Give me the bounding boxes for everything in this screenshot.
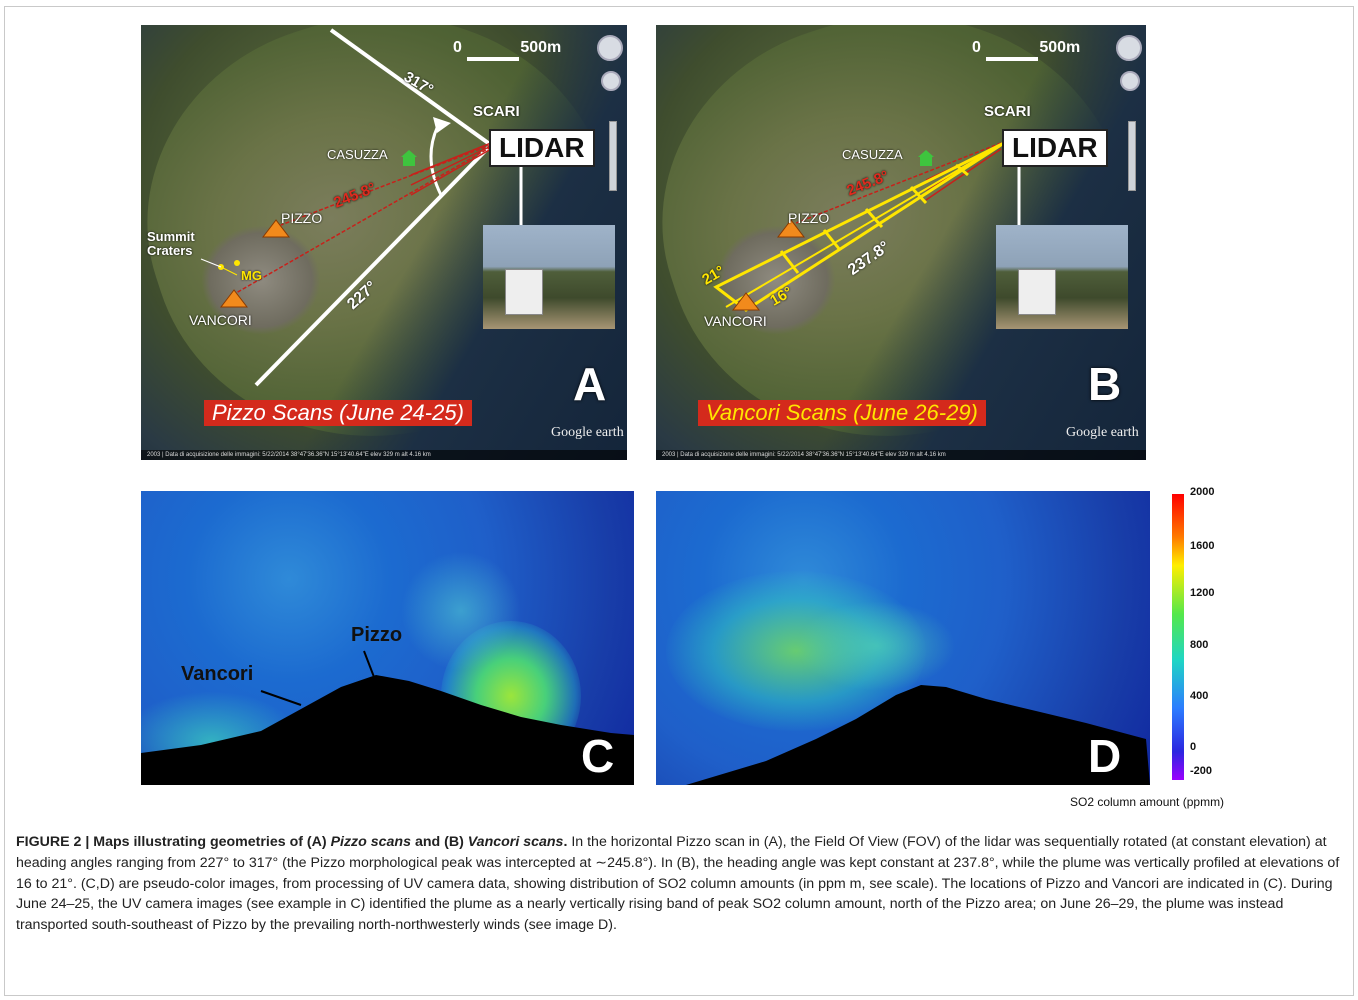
vancori-label: Vancori — [181, 663, 254, 685]
colorbar-tick-1200: 1200 — [1190, 587, 1215, 599]
google-earth-logo: Google earth — [551, 425, 624, 440]
caption-lead-italic-1: Pizzo scans — [330, 834, 411, 850]
pizzo-label: PIZZO — [281, 210, 323, 226]
lidar-box: LIDAR — [1002, 129, 1108, 167]
panel-b-geometry — [713, 141, 1021, 312]
scale-length: 500m — [520, 39, 562, 56]
vancori-label: VANCORI — [189, 312, 252, 328]
colorbar-tick-800: 800 — [1190, 639, 1209, 651]
mg-label: MG — [241, 268, 262, 283]
scale-line — [467, 57, 519, 61]
colorbar-tick-1600: 1600 — [1190, 540, 1215, 552]
colorbar — [1172, 494, 1184, 780]
panel-b-caption: Vancori Scans (June 26-29) — [698, 400, 986, 426]
pizzo-label: PIZZO — [788, 210, 830, 226]
figure-frame — [4, 6, 1354, 996]
zoom-slider[interactable] — [609, 121, 617, 191]
look-control-icon[interactable] — [601, 71, 621, 91]
status-bar: 2003 | Data di acquisizione delle immagi… — [141, 450, 627, 460]
summit-crater-area — [716, 225, 836, 335]
caption-lead-mid: and (B) — [411, 834, 468, 850]
lidar-van-photo — [996, 225, 1128, 329]
van-shape — [505, 269, 543, 315]
caption-lead: FIGURE 2 | Maps illustrating geometries … — [16, 834, 331, 850]
caption-body: In the horizontal Pizzo scan in (A), the… — [16, 834, 1340, 934]
scale-length: 500m — [1039, 39, 1081, 56]
colorbar-tick-2000: 2000 — [1190, 486, 1215, 498]
van-shape — [1018, 269, 1056, 315]
vancori-label: VANCORI — [704, 313, 767, 329]
panel-letter-b: B — [1088, 358, 1122, 410]
scale-zero: 0 — [453, 39, 462, 56]
craters-label: Craters — [147, 243, 193, 258]
scale-line — [986, 57, 1038, 61]
summit-crater-area — [201, 225, 321, 335]
lidar-van-photo — [483, 225, 615, 329]
plume-haze — [401, 551, 521, 671]
google-earth-logo: Google earth — [1066, 425, 1139, 440]
summit-label: Summit — [147, 229, 195, 244]
lidar-box: LIDAR — [489, 129, 595, 167]
panel-a-map: 0 500m 317° SCARI LIDAR CASUZZA 245.8° P… — [141, 25, 627, 460]
panel-letter-c: C — [581, 730, 615, 782]
colorbar-tick-0: 0 — [1190, 741, 1197, 753]
plume-haze — [796, 601, 956, 691]
zoom-slider[interactable] — [1128, 121, 1136, 191]
panel-a-caption: Pizzo Scans (June 24-25) — [204, 400, 472, 426]
casuzza-label: CASUZZA — [842, 147, 903, 162]
panel-d-uv-image: D — [656, 491, 1150, 785]
scale-bar: 0 500m — [972, 39, 1081, 61]
status-bar: 2003 | Data di acquisizione delle immagi… — [656, 450, 1146, 460]
colorbar-tick-400: 400 — [1190, 690, 1209, 702]
casuzza-label: CASUZZA — [327, 147, 388, 162]
colorbar-title: SO2 column amount (ppmm) — [1070, 795, 1225, 809]
look-control-icon[interactable] — [1120, 71, 1140, 91]
panel-c-uv-image: Pizzo Vancori C — [141, 491, 634, 785]
caption-lead-italic-2: Vancori scans — [467, 834, 564, 850]
panel-b-map: 0 500m SCARI LIDAR CASUZZA 245.8° PIZZO … — [656, 25, 1146, 460]
panel-letter-d: D — [1088, 730, 1122, 782]
scale-bar: 0 500m — [453, 39, 562, 61]
navigation-compass-icon[interactable] — [597, 35, 623, 61]
navigation-compass-icon[interactable] — [1116, 35, 1142, 61]
figure-caption: FIGURE 2 | Maps illustrating geometries … — [16, 832, 1342, 936]
mountain-silhouette — [686, 685, 1150, 785]
colorbar-tick-minus200: -200 — [1190, 765, 1213, 777]
panel-a-geometry — [200, 28, 523, 387]
pizzo-label: Pizzo — [351, 624, 403, 646]
scari-label: SCARI — [473, 103, 520, 120]
scari-label: SCARI — [984, 103, 1031, 120]
mountain-silhouette — [141, 650, 634, 785]
caption-lead-end: . — [563, 834, 568, 850]
panel-letter-a: A — [573, 358, 607, 410]
scale-zero: 0 — [972, 39, 981, 56]
